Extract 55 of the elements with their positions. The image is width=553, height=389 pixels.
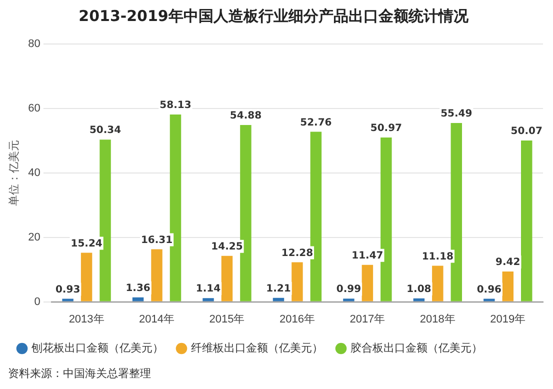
- legend-label: 胶合板出口金额（亿美元）: [350, 342, 482, 355]
- bar: [132, 297, 144, 302]
- bar: [484, 298, 495, 302]
- data-label: 55.49: [440, 108, 472, 120]
- y-tick-label: 80: [28, 38, 40, 50]
- x-tick-label: 2017年: [350, 313, 386, 326]
- bar: [202, 298, 214, 302]
- data-label: 11.18: [422, 251, 454, 262]
- text: 资料来源：中国海关总署整理: [8, 366, 152, 381]
- y-tick-label: 40: [28, 166, 40, 179]
- data-label: 0.93: [55, 284, 80, 296]
- data-label: 1.21: [266, 283, 291, 294]
- data-label: 11.47: [352, 250, 384, 262]
- legend-label: 刨花板出口金额（亿美元）: [32, 342, 164, 355]
- bar: [272, 298, 284, 302]
- data-label: 52.76: [300, 117, 332, 128]
- bar: [343, 298, 354, 302]
- bar: [62, 298, 74, 302]
- bar: [413, 298, 425, 302]
- data-label: 16.31: [140, 234, 173, 246]
- y-tick-label: 60: [28, 102, 40, 114]
- x-tick-label: 2013年: [68, 313, 104, 326]
- data-label: 58.13: [160, 100, 192, 112]
- chart-title: 2013-2019年中国人造板行业细分产品出口金额统计情况: [78, 6, 470, 25]
- bar: [151, 249, 162, 302]
- data-label: 15.24: [70, 238, 102, 250]
- data-label: 50.07: [510, 126, 542, 138]
- x-tick-label: 2016年: [279, 313, 315, 326]
- bar: [362, 264, 374, 302]
- bar: [502, 271, 514, 302]
- bar: [520, 140, 532, 302]
- data-label: 12.28: [281, 248, 314, 259]
- x-tick-label: 2018年: [420, 313, 456, 326]
- x-tick-label: 2019年: [490, 313, 526, 326]
- data-label: 1.08: [406, 284, 432, 295]
- data-label: 1.36: [126, 283, 150, 294]
- y-axis-title: 单位：亿美元: [8, 140, 21, 206]
- data-label: 50.34: [89, 125, 122, 136]
- data-label: 54.88: [230, 110, 262, 122]
- bar: [292, 262, 303, 302]
- legend-label: 纤维板出口金额（亿美元）: [191, 342, 323, 355]
- y-tick-label: 20: [28, 231, 40, 244]
- data-label: 1.14: [196, 284, 221, 295]
- data-label: 0.99: [336, 284, 362, 296]
- bar: [80, 252, 92, 302]
- x-tick-label: 2015年: [209, 313, 245, 326]
- data-label: 9.42: [496, 257, 520, 268]
- x-tick-label: 2014年: [139, 313, 175, 326]
- bar: [221, 256, 233, 302]
- data-label: 14.25: [211, 241, 243, 252]
- y-tick-label: 0: [34, 296, 40, 308]
- data-label: 50.97: [370, 123, 402, 134]
- bar: [432, 266, 444, 302]
- bar: [380, 138, 392, 302]
- data-label: 0.96: [476, 284, 502, 296]
